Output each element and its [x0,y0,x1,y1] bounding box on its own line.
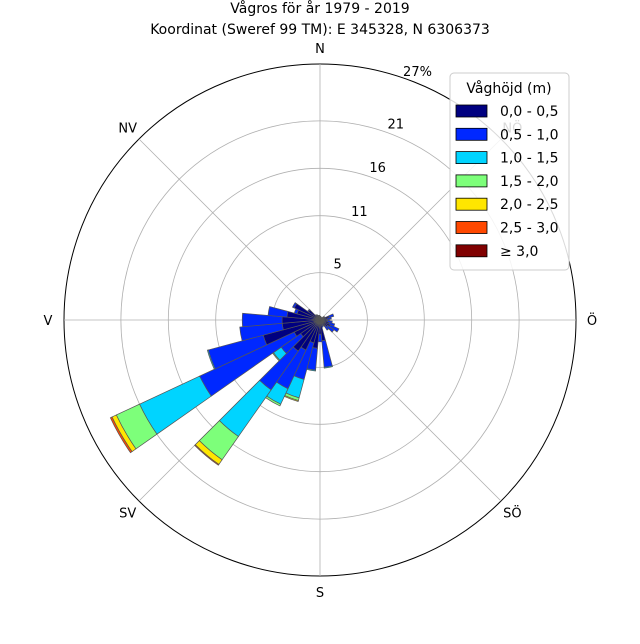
legend-swatch [455,221,488,234]
ring-label: 21 [387,117,404,132]
direction-label: Ö [587,312,597,329]
legend-swatch [455,174,488,188]
legend-entry: 2,0 - 2,5 [455,197,558,213]
sector-bar [265,319,321,407]
sector-bar [292,302,321,321]
sector-segment [326,324,335,333]
sector-segment [109,416,133,454]
sector-segment [206,349,216,370]
ring-label: 5 [334,258,342,273]
sector-bars [109,302,340,466]
legend-swatch [455,197,488,211]
sector-segment [194,444,220,466]
direction-label: NV [118,122,137,137]
direction-label: N [315,42,325,57]
legend-entry: 1,0 - 1,5 [455,151,558,167]
legend-swatch [455,151,488,165]
sector-bar [109,319,321,454]
legend-frame [449,72,570,271]
legend-entry: 0,5 - 1,0 [455,127,558,143]
ring-label: 27% [403,65,432,80]
sector-segment [328,324,340,333]
chart-title: Vågros för år 1979 - 2019 [230,0,409,17]
direction-label: S [316,586,324,601]
legend-label: 2,5 - 3,0 [500,221,558,237]
legend-label: 0,5 - 1,0 [500,127,558,143]
direction-label: SV [119,506,136,521]
legend-swatch [455,127,488,141]
sector-bar [318,314,321,321]
sector-segment [321,339,333,368]
legend-label: 1,0 - 1,5 [500,151,558,167]
direction-label: SÖ [503,504,521,521]
legend-label: 0,0 - 0,5 [500,104,558,120]
grid-spoke [319,319,502,502]
sector-segment [239,322,284,342]
legend-label: ≥ 3,0 [500,244,538,260]
legend-entry: 1,5 - 2,0 [455,174,558,190]
grid-spoke [138,138,321,321]
legend: Våghöjd (m) 0,0 - 0,5 0,5 - 1,0 1,0 - 1,5 1… [449,72,570,271]
sector-segment [292,302,298,309]
polar-grid [63,63,577,577]
legend-entry: ≥ 3,0 [455,244,538,260]
legend-swatch [455,244,488,258]
sector-bar [239,319,321,342]
chart-subtitle: Koordinat (Sweref 99 TM): E 345328, N 63… [150,22,490,38]
sector-segment [323,365,333,369]
sector-segment [326,316,332,320]
ring-label: 11 [351,205,368,220]
legend-swatch [455,104,488,118]
direction-label: V [44,314,53,329]
sector-segment [318,314,321,317]
sector-segment [314,314,318,317]
sector-bar [194,319,321,466]
sector-segment [328,313,335,318]
ring-label: 16 [369,161,386,176]
sector-segment [323,324,330,331]
sector-bar [241,312,321,328]
sector-segment [307,308,311,313]
legend-entry: 0,0 - 0,5 [455,104,558,120]
sector-segment [267,306,289,318]
legend-label: 2,0 - 2,5 [500,197,558,213]
sector-segment [241,312,283,328]
legend-entry: 2,5 - 3,0 [455,221,558,237]
sector-bar [272,319,321,362]
legend-label: 1,5 - 2,0 [500,174,558,190]
ring-labels: 5 11 16 21 27% [334,65,432,273]
sector-bar [319,319,333,369]
legend-title: Våghöjd (m) [466,80,551,97]
legend-entries: 0,0 - 0,5 0,5 - 1,0 1,0 - 1,5 1,5 - 2,0 2,0 … [455,104,558,260]
